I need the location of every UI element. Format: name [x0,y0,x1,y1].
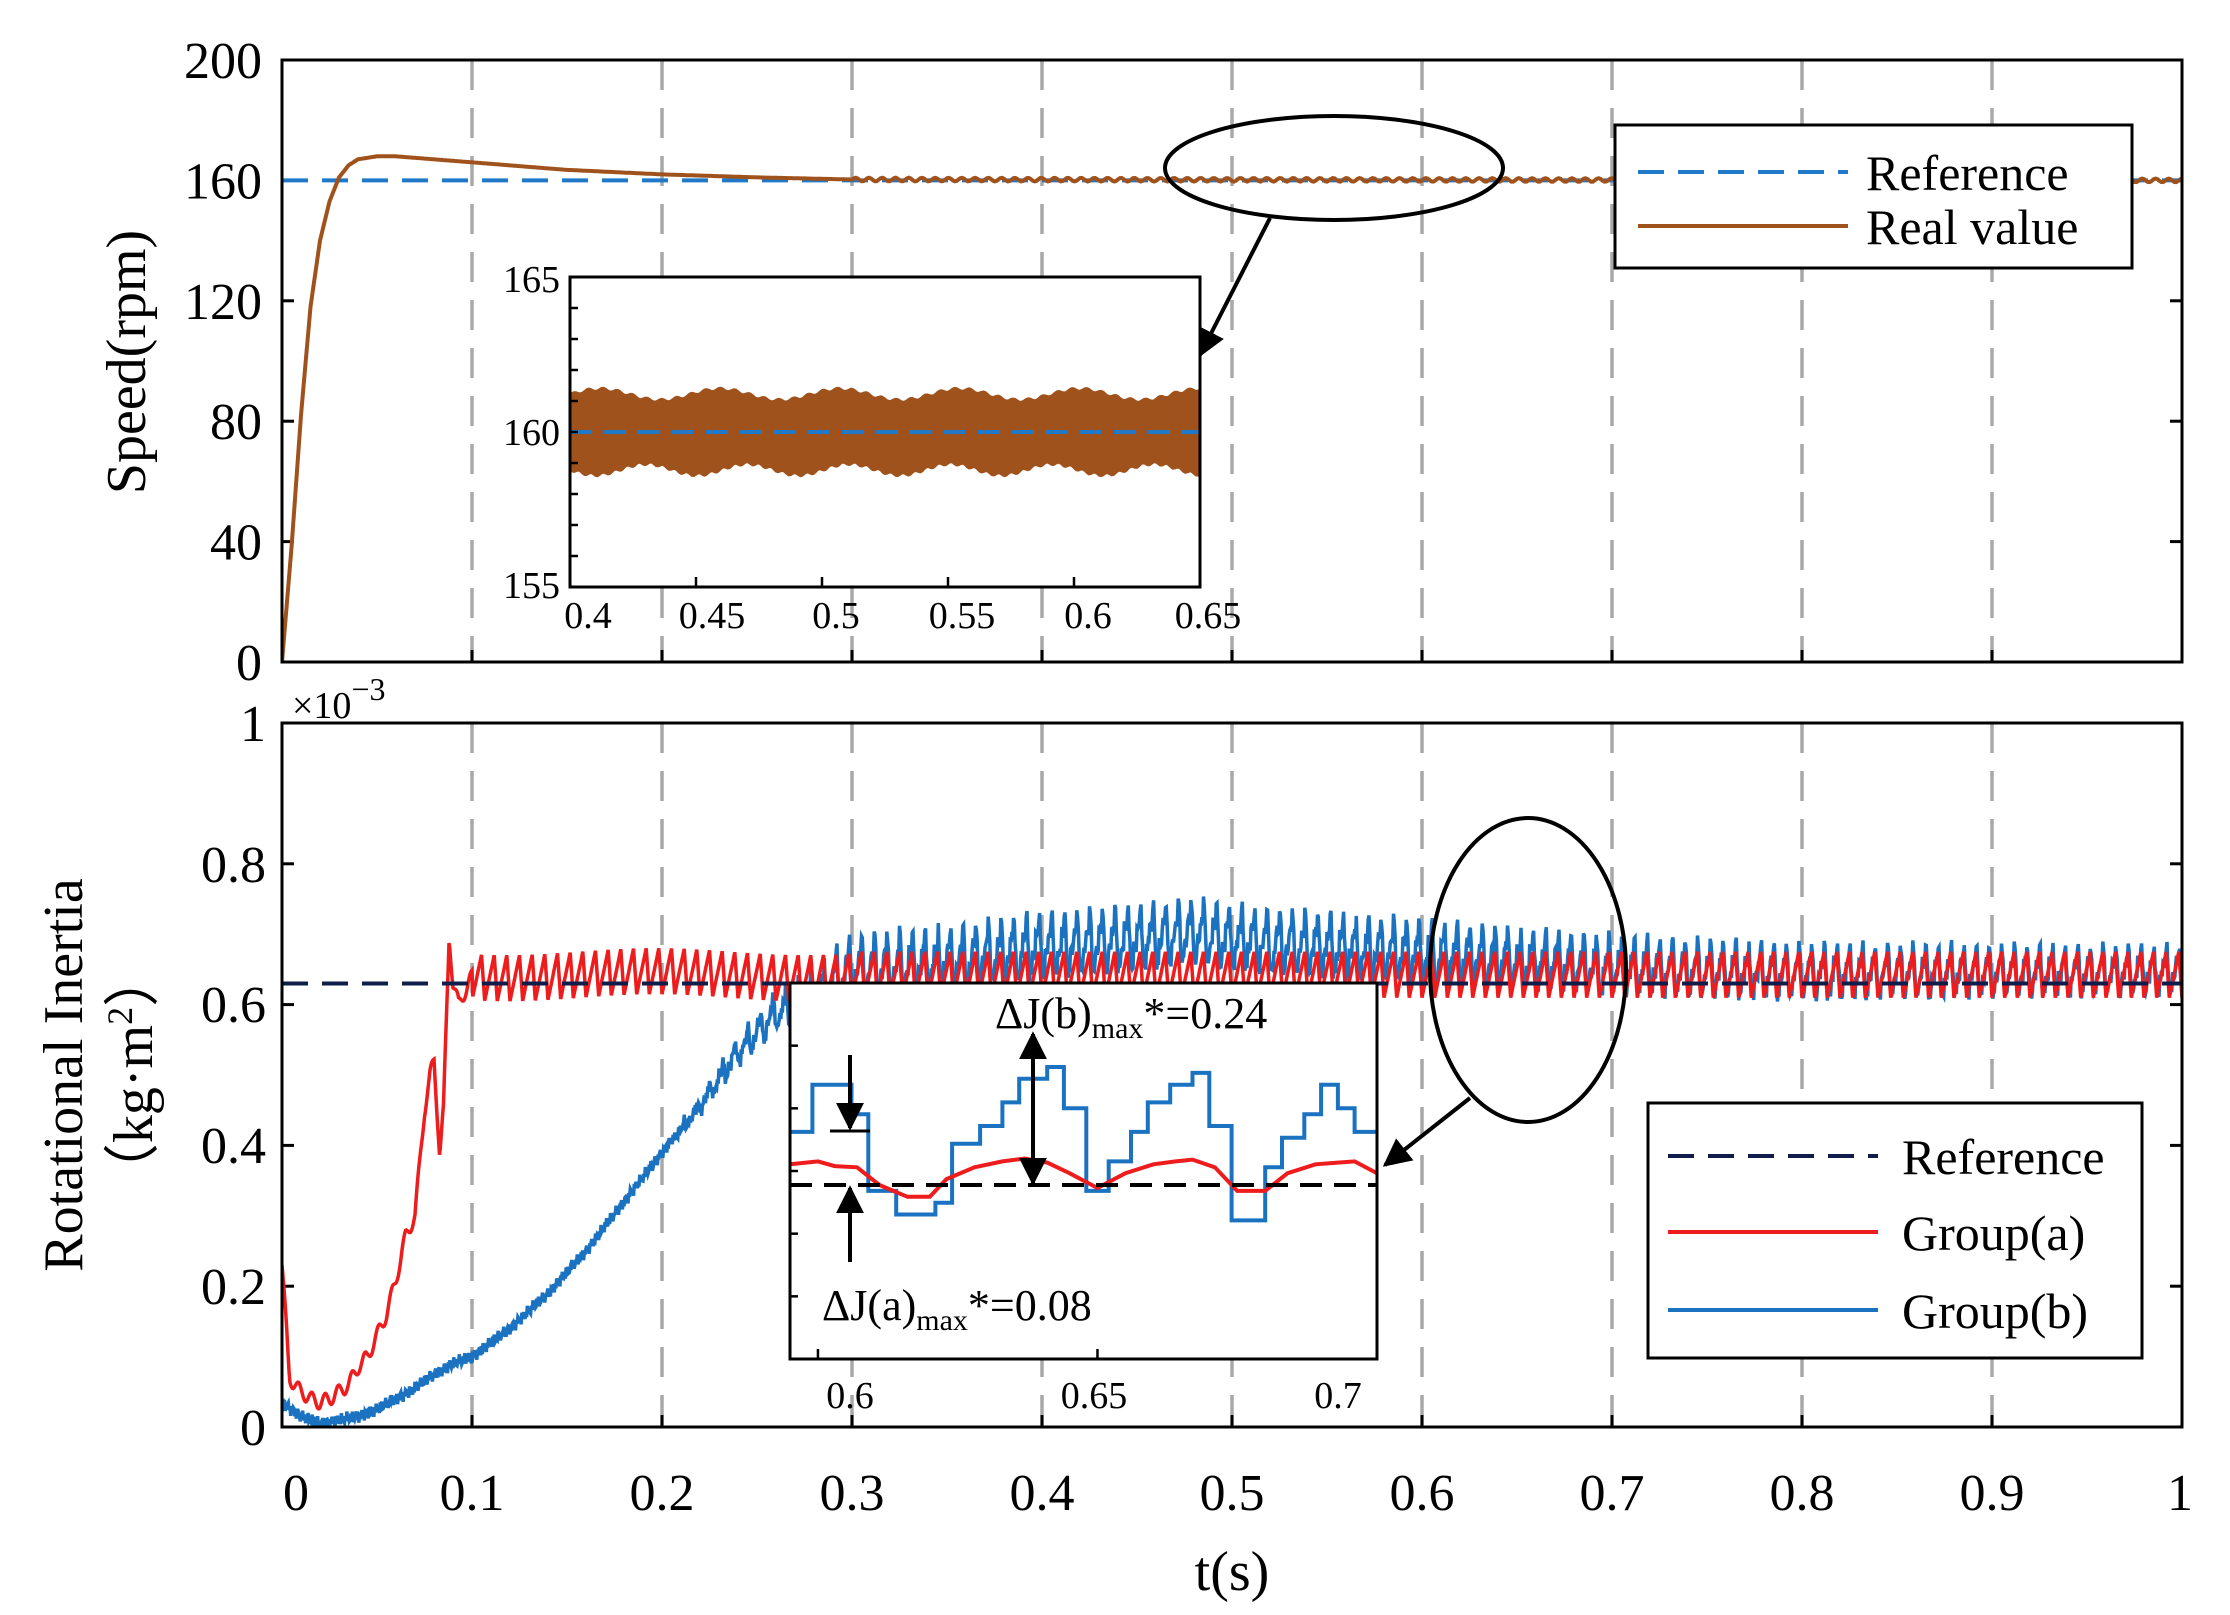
speed-inset-xtick-0.45: 0.45 [679,595,746,637]
speed-vertical-gridlines [470,60,1994,662]
speed-ytick-label: 40 [210,515,262,572]
speed-zoom-ellipse [1163,114,1505,222]
inertia-inset-xtick-0.6: 0.6 [826,1375,874,1417]
speed-ytick-label: 120 [184,274,262,331]
speed-inset-xtick-0.65: 0.65 [1175,595,1242,637]
speed-inset: 165 160 155 0.4 0.45 0.5 0.55 0.6 0.65 [503,259,1241,637]
xtick-1: 1 [2167,1465,2193,1522]
inertia-chart: ×10−3 0 0.2 0.4 0.6 0.8 1 0 0.1 0.2 0.3 … [33,671,2193,1603]
inertia-ytick-0.8: 0.8 [201,837,266,894]
speed-inset-ytick-165: 165 [503,259,560,301]
xtick-0.2: 0.2 [630,1465,695,1522]
xtick-0.4: 0.4 [1010,1465,1075,1522]
inertia-inset-xtick-0.65: 0.65 [1061,1375,1128,1417]
inertia-ytick-0.6: 0.6 [201,977,266,1034]
speed-plot-frame [280,58,2184,664]
inertia-legend-reference-label: Reference [1902,1129,2105,1185]
speed-inset-xtick-0.5: 0.5 [812,595,860,637]
inertia-zoom-ellipse [1428,816,1628,1124]
xtick-0.5: 0.5 [1200,1465,1265,1522]
speed-inset-xtick-0.55: 0.55 [929,595,996,637]
xtick-0.9: 0.9 [1960,1465,2025,1522]
speed-ylabel: Speed(rpm) [96,230,158,494]
speed-inset-xtick-0.4: 0.4 [564,595,612,637]
inertia-ylabel-line2: （kg·m2） [100,951,165,1199]
speed-legend-real-label: Real value [1866,199,2078,255]
xlabel: t(s) [1195,1541,1270,1603]
delta-jb-annotation: ΔJ(b)max*=0.24 [995,989,1267,1045]
speed-ytick-200: 200 [184,33,262,90]
xtick-0: 0 [283,1465,309,1522]
speed-legend-reference-label: Reference [1866,145,2069,201]
xtick-0.3: 0.3 [820,1465,885,1522]
speed-ytick-labels: 0 40 80 120 160 [184,153,262,692]
inertia-ytick-0.2: 0.2 [201,1259,266,1316]
speed-inset-xtick-0.6: 0.6 [1064,595,1112,637]
speed-inset-ytick-155: 155 [503,565,560,607]
inertia-ytick-0.4: 0.4 [201,1118,266,1175]
inertia-inset: 0.6 0.65 0.7 ΔJ(b)max*=0.24 ΔJ(a)max*=0.… [788,981,1379,1417]
speed-ytick-label: 0 [236,635,262,692]
xtick-0.7: 0.7 [1580,1465,1645,1522]
inertia-scale-factor: ×10−3 [292,671,385,727]
xtick-0.6: 0.6 [1390,1465,1455,1522]
inertia-ytick-1: 1 [240,696,266,753]
inertia-ylabel-line1: Rotational Inertia [33,878,95,1272]
inertia-legend-group-a-label: Group(a) [1902,1205,2085,1261]
delta-ja-annotation: ΔJ(a)max*=0.08 [822,1281,1092,1337]
inertia-legend-group-b-label: Group(b) [1902,1283,2088,1339]
speed-legend: Reference Real value [1613,123,2134,270]
speed-inset-ytick-160: 160 [503,412,560,454]
speed-chart: 200 0 40 80 120 160 Speed(rpm) 165 160 155 0… [96,33,2184,692]
speed-ytick-label: 160 [184,153,262,210]
xtick-0.1: 0.1 [440,1465,505,1522]
speed-zoom-arrow [1198,217,1272,358]
inertia-inset-group-b-line [790,1065,1377,1223]
speed-ytick-label: 80 [210,394,262,451]
xtick-0.8: 0.8 [1770,1465,1835,1522]
inertia-inset-ticks [790,981,1379,1361]
inertia-legend: Reference Group(a) Group(b) [1646,1101,2144,1360]
inertia-zoom-arrow [1382,1096,1472,1167]
inertia-ytick-0: 0 [240,1400,266,1457]
inertia-plot-frame [280,721,2184,1429]
inertia-inset-xtick-0.7: 0.7 [1314,1375,1362,1417]
inertia-inset-group-a-line [790,1156,1377,1199]
speed-inset-ticks [568,275,1202,589]
